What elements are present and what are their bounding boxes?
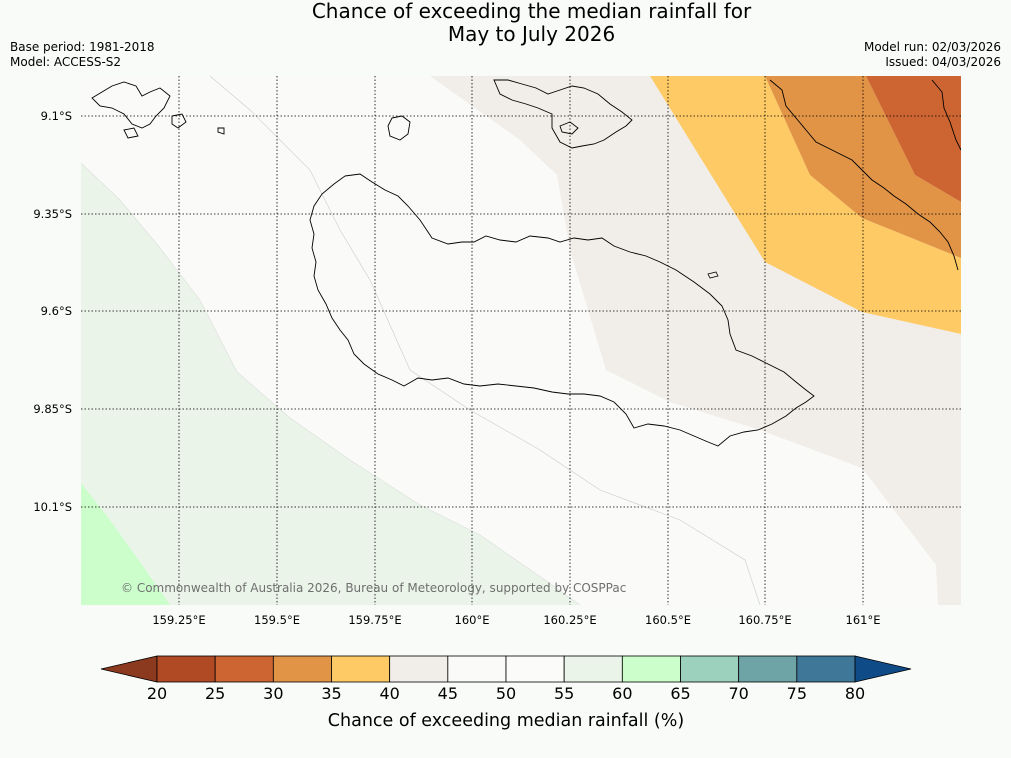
colorbar: 20 25 30 35 40 45 50 55 60 65 70 75 80 Chance of exc… [100, 655, 912, 731]
colorbar-left-arrow [100, 655, 158, 683]
colorbar-segment [389, 655, 449, 683]
model-run-text: Model run: 02/03/2026 [863, 40, 1001, 54]
copyright-text: © Commonwealth of Australia 2026, Bureau… [121, 581, 626, 595]
meta-left: Base period: 1981-2018 Model: ACCESS-S2 [10, 40, 155, 70]
map-title-line2: May to July 2026 [447, 22, 616, 46]
colorbar-tick-label: 70 [728, 684, 748, 703]
region-55-60 [81, 163, 580, 605]
colorbar-segment [331, 655, 391, 683]
colorbar-tick-label: 25 [205, 684, 225, 703]
colorbar-segment [621, 655, 681, 683]
region-45-50 [430, 76, 961, 605]
colorbar-segment [563, 655, 623, 683]
colorbar-tick-label: 40 [379, 684, 399, 703]
colorbar-segment [214, 655, 274, 683]
colorbar-tick-label: 35 [321, 684, 341, 703]
small-islet-coastline [387, 115, 411, 141]
colorbar-tick-label: 50 [496, 684, 516, 703]
colorbar-right-arrow [854, 655, 912, 683]
lon-label: 160.25°E [543, 613, 596, 627]
colorbar-segment [738, 655, 798, 683]
lat-label: 9.35°S [33, 207, 72, 221]
region-60-65 [81, 483, 170, 605]
lon-label: 160°E [455, 613, 490, 627]
small-islet-2-coastline [707, 271, 719, 279]
colorbar-tick-label: 45 [438, 684, 458, 703]
colorbar-tick-label: 75 [787, 684, 807, 703]
model-text: Model: ACCESS-S2 [10, 55, 122, 69]
map-area: © Commonwealth of Australia 2026, Bureau… [81, 76, 961, 605]
lat-label: 9.6°S [41, 304, 72, 318]
colorbar-tick-label: 80 [845, 684, 865, 703]
colorbar-tick-label: 55 [554, 684, 574, 703]
longitude-labels: 159.25°E 159.5°E 159.75°E 160°E 160.25°E… [152, 613, 880, 627]
meta-right: Model run: 02/03/2026 Issued: 04/03/2026 [864, 40, 1001, 70]
colorbar-segment [272, 655, 332, 683]
region-35-40 [650, 76, 961, 334]
malaita-coastline [769, 79, 961, 271]
base-period-text: Base period: 1981-2018 [10, 40, 155, 54]
lon-label: 159.75°E [348, 613, 401, 627]
guadalcanal-coastline [309, 173, 815, 447]
lon-label: 159.25°E [152, 613, 205, 627]
colorbar-tick-label: 60 [612, 684, 632, 703]
lat-label: 9.85°S [33, 402, 72, 416]
russell-islands-coastline [91, 81, 225, 139]
colorbar-segments [156, 655, 856, 683]
lon-label: 161°E [846, 613, 881, 627]
florida-islands-coastline [493, 79, 633, 149]
lon-label: 160.5°E [645, 613, 691, 627]
lat-label: 10.1°S [33, 500, 72, 514]
latitude-labels: 9.1°S 9.35°S 9.6°S 9.85°S 10.1°S [33, 109, 72, 514]
colorbar-tick-label: 65 [670, 684, 690, 703]
gridlines [81, 76, 961, 605]
colorbar-ticks: 20 25 30 35 40 45 50 55 60 65 70 75 80 [147, 684, 865, 703]
colorbar-label: Chance of exceeding median rainfall (%) [328, 711, 684, 731]
lat-label: 9.1°S [41, 109, 72, 123]
contour-line-2 [81, 162, 581, 605]
issued-text: Issued: 04/03/2026 [885, 55, 1001, 69]
lon-label: 159.5°E [254, 613, 300, 627]
contour-line-1 [209, 76, 761, 605]
map-title-line1: Chance of exceeding the median rainfall … [311, 0, 752, 23]
colorbar-segment [796, 655, 856, 683]
region-25-30 [866, 76, 961, 202]
lon-label: 160.75°E [738, 613, 791, 627]
colorbar-segment [505, 655, 565, 683]
colorbar-segment [680, 655, 740, 683]
colorbar-segment [447, 655, 507, 683]
colorbar-tick-label: 20 [147, 684, 167, 703]
colorbar-tick-label: 30 [263, 684, 283, 703]
colorbar-segment [156, 655, 216, 683]
